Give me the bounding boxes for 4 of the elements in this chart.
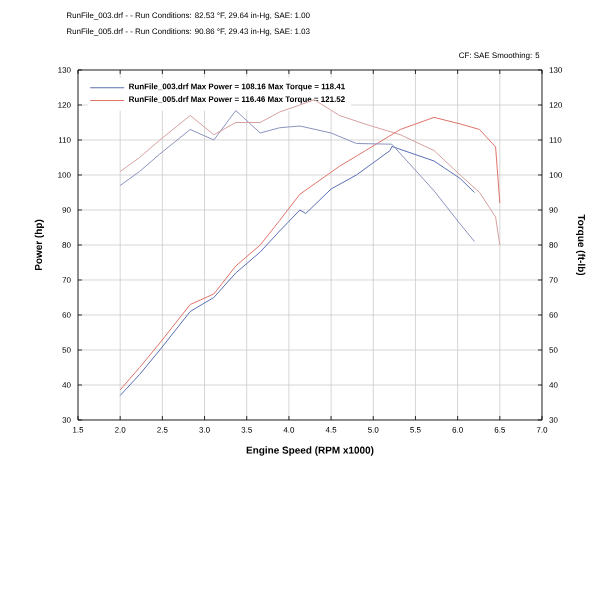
- line-series: [119, 116, 501, 391]
- line-series: [119, 145, 475, 396]
- line-series: [119, 110, 475, 242]
- line-series: [119, 99, 501, 246]
